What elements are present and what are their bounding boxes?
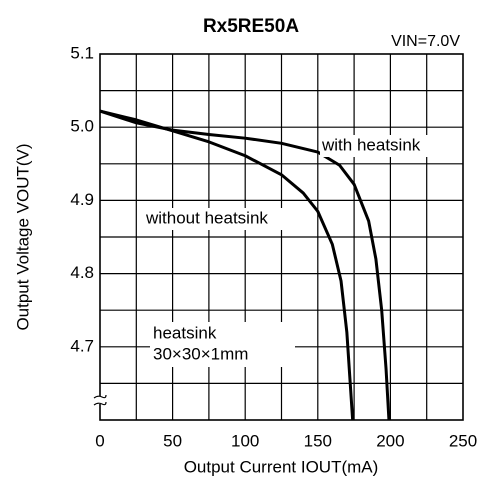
y-tick-label: 4.8 <box>70 263 94 282</box>
annotation: heatsink <box>153 323 217 342</box>
label-bg <box>150 322 295 367</box>
series-label: with heatsink <box>321 135 421 154</box>
x-tick-label: 200 <box>376 431 404 450</box>
condition-label: VIN=7.0V <box>391 33 460 50</box>
y-tick-label: 5.0 <box>70 117 94 136</box>
y-tick-label: 4.9 <box>70 190 94 209</box>
curve <box>99 109 355 421</box>
series-label: without heatsink <box>145 208 268 227</box>
x-tick-label: 100 <box>231 431 259 450</box>
y-tick-label: 5.1 <box>70 43 94 62</box>
label-bg <box>320 135 458 157</box>
label-bg <box>144 208 312 230</box>
y-tick-label: 4.7 <box>70 336 94 355</box>
plot-frame <box>99 53 464 421</box>
annotation: 30×30×1mm <box>153 344 248 363</box>
axis-break-gap <box>96 396 104 404</box>
y-axis-label: Output Voltage VOUT(V) <box>13 143 32 330</box>
x-tick-label: 150 <box>304 431 332 450</box>
x-tick-label: 0 <box>95 431 104 450</box>
x-tick-label: 250 <box>449 431 477 450</box>
x-tick-label: 50 <box>163 431 182 450</box>
axis-break <box>93 394 107 406</box>
chart-title: Rx5RE50A <box>203 16 299 37</box>
curve <box>99 109 391 421</box>
x-axis-label: Output Current IOUT(mA) <box>184 457 379 476</box>
